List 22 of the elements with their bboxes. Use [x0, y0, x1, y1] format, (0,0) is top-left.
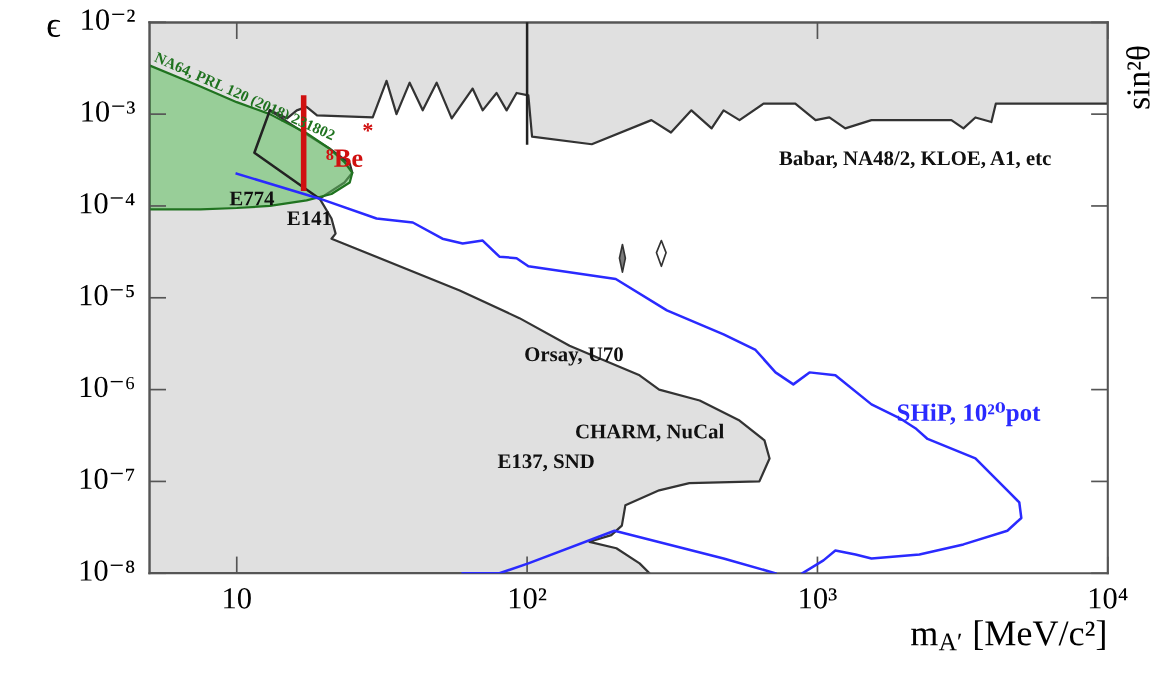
- y-tick-label: 10⁻⁴: [80, 192, 135, 214]
- x-tick-label: 10: [224, 588, 251, 609]
- y-tick-label: 10⁻⁸: [80, 560, 135, 581]
- y-axis-title: ϵ: [47, 19, 61, 38]
- x-tick-label: 10⁴: [1089, 588, 1128, 609]
- y-tick-label: 10⁻⁶: [80, 376, 135, 398]
- annotation: Babar, NA48/2, KLOE, A1, etc: [779, 150, 1051, 169]
- series-label: SHiP, 10²⁰pot: [897, 402, 1041, 427]
- y2-axis-title: sin²θ: [1126, 46, 1150, 109]
- x-tick-label: 10²: [509, 588, 547, 609]
- x-tick-label: 10³: [800, 588, 837, 609]
- annotation: *: [363, 123, 373, 132]
- y-tick-label: 10⁻³: [82, 101, 135, 122]
- annotation: CHARM, NuCal: [576, 423, 724, 442]
- annotation: E774: [229, 191, 275, 206]
- annotation: E141: [287, 211, 331, 226]
- y-tick-label: 10⁻⁵: [80, 284, 134, 306]
- annotation: Orsay, U70: [525, 347, 623, 366]
- annotation: E137, SND: [497, 454, 594, 472]
- x-axis-title: m$_{A′}$ [MeV/c²]: [911, 620, 1105, 651]
- y-tick-label: 10⁻⁷: [80, 468, 135, 490]
- y-tick-label: 10⁻²: [82, 9, 135, 30]
